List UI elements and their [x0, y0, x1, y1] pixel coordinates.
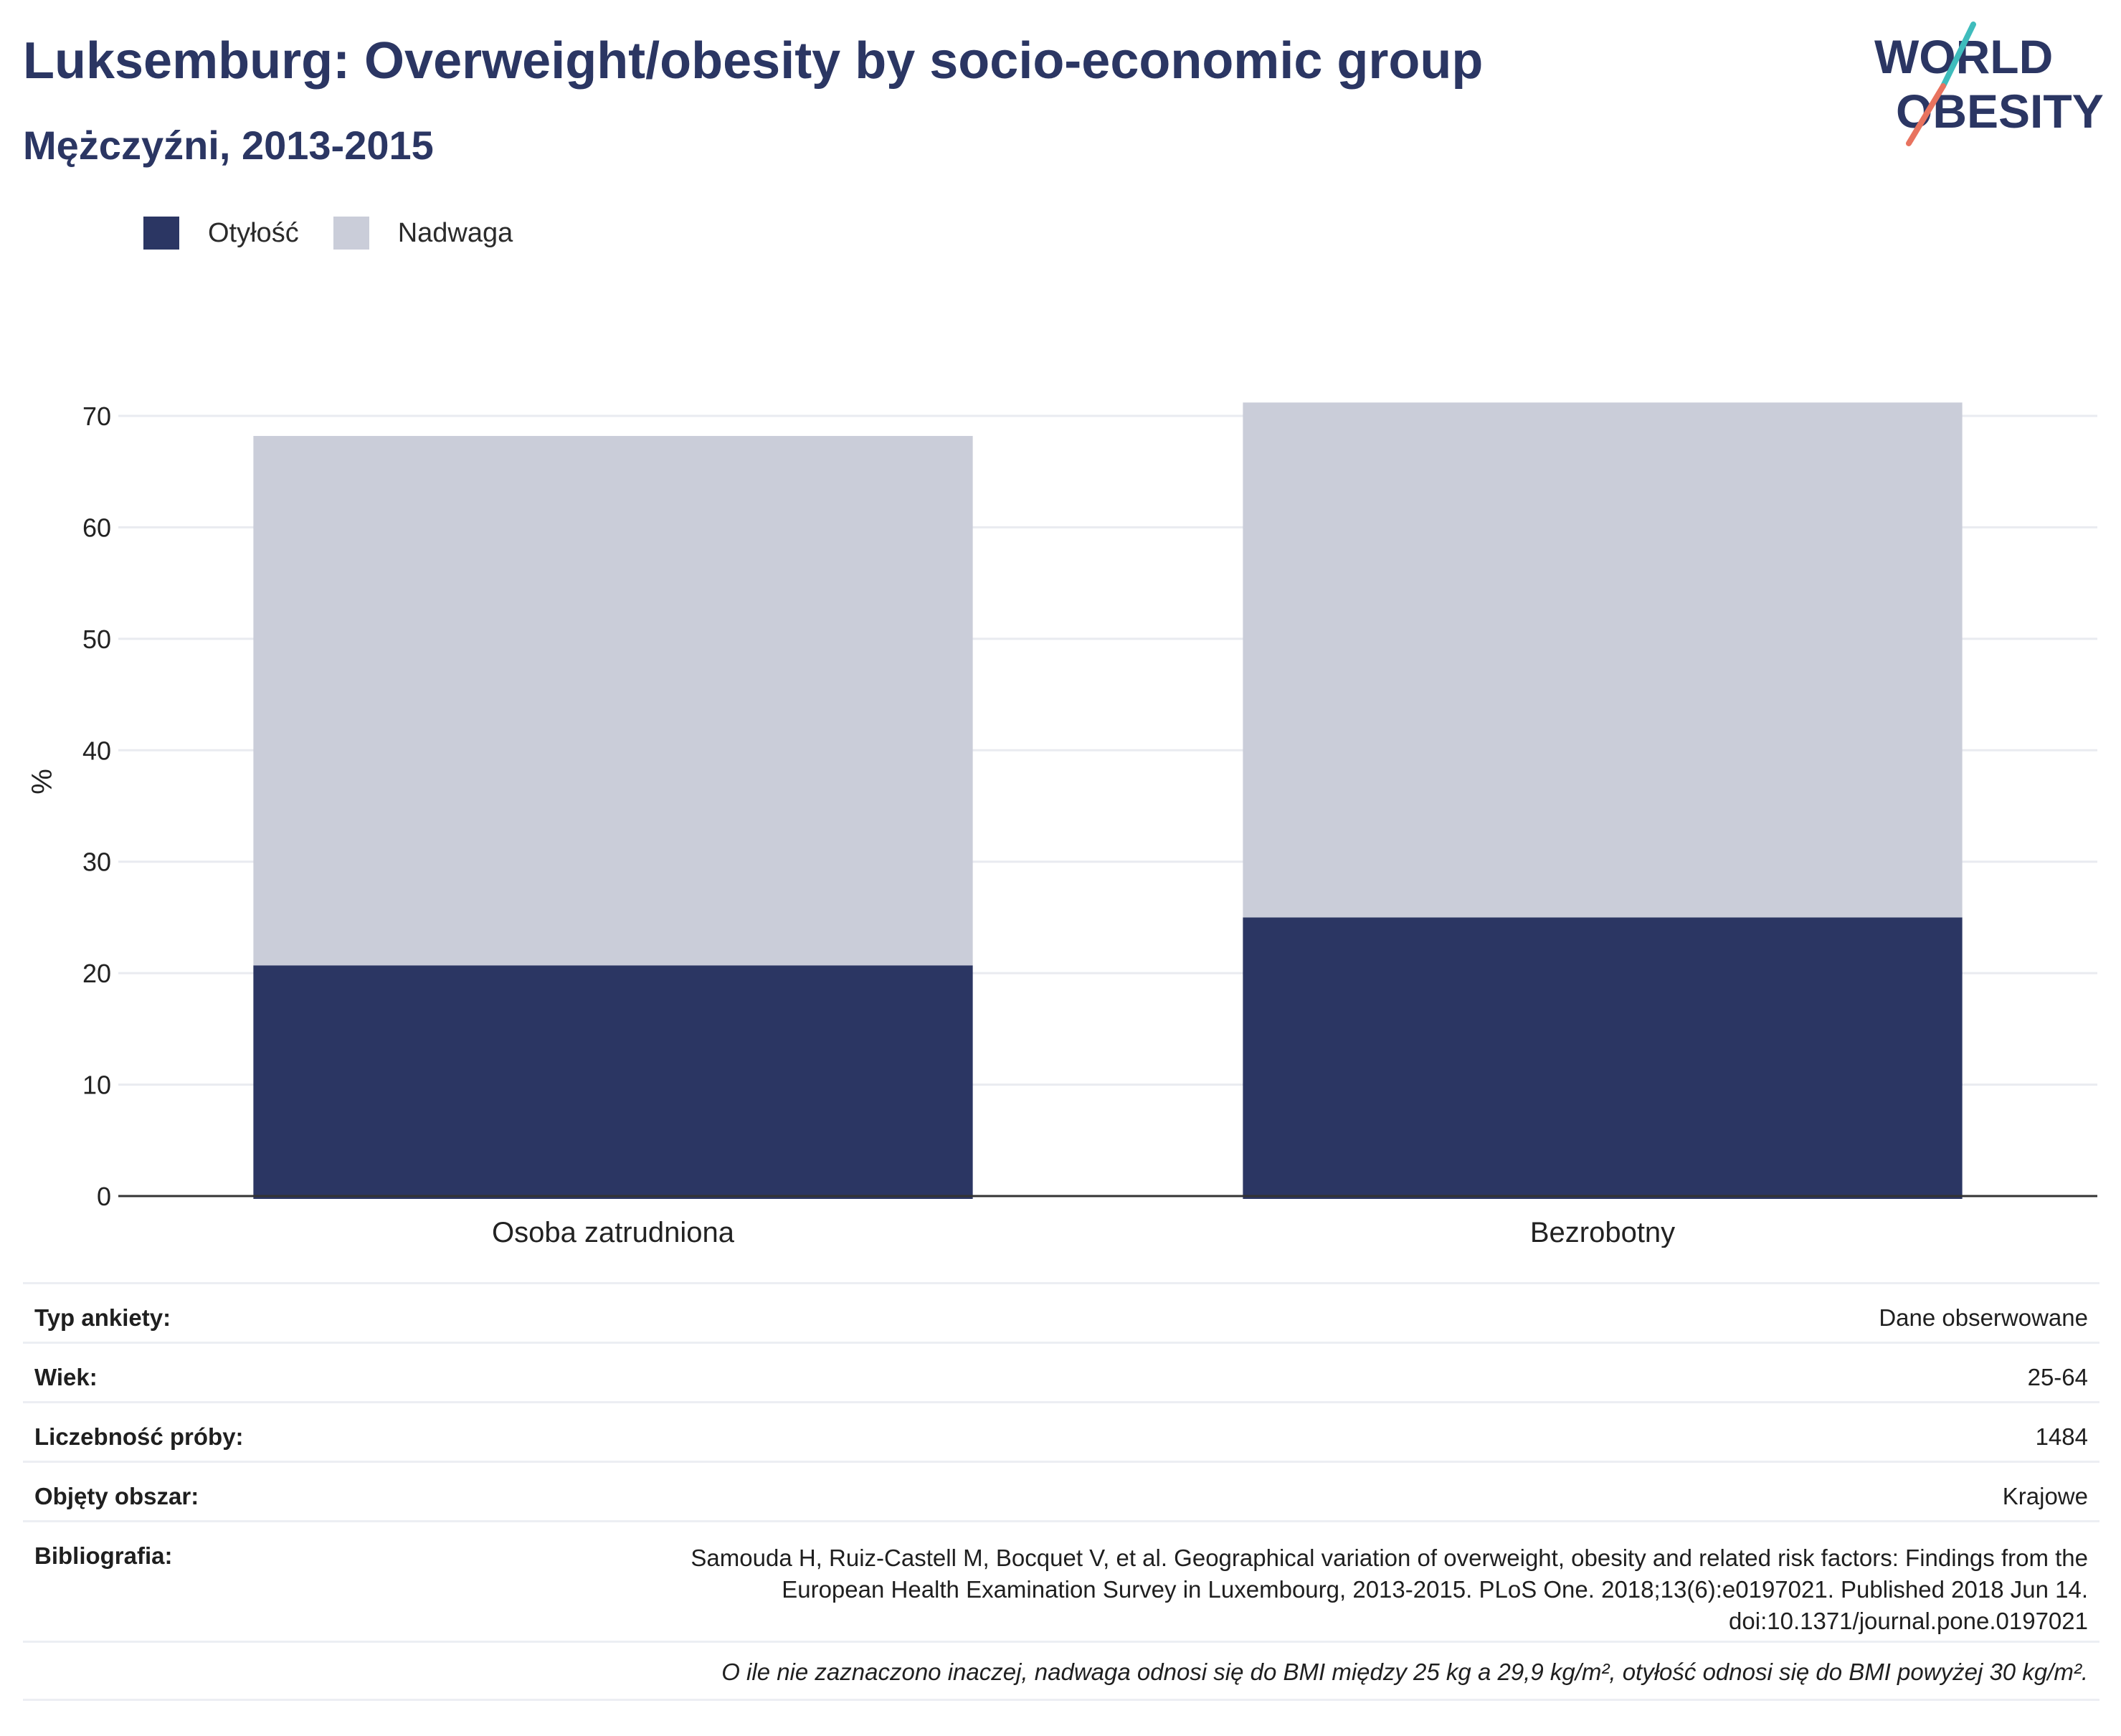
survey-info-table: Typ ankiety: Dane obserwowane Wiek: 25-6…	[23, 1282, 2099, 1701]
y-tick-label: 30	[82, 848, 111, 877]
info-value-bibliography: Samouda H, Ruiz-Castell M, Bocquet V, et…	[691, 1545, 2088, 1634]
legend-label-overweight: Nadwaga	[397, 217, 513, 248]
info-value-area: Krajowe	[2002, 1483, 2088, 1509]
world-obesity-logo: WORLD OBESITY	[1874, 22, 2104, 146]
info-value-age: 25-64	[2027, 1364, 2088, 1390]
stacked-bar-chart: 0 10 20 30 40 50 60 70% Osoba zatrudniona Bezrobo…	[27, 402, 2097, 1248]
legend-swatch-obesity	[143, 217, 179, 250]
bar-obesity	[253, 965, 973, 1199]
y-tick-label: 0	[97, 1182, 111, 1211]
info-label-sample-size: Liczebność próby:	[34, 1423, 244, 1450]
y-axis-label: %	[27, 769, 58, 795]
info-row-sample-size: Liczebność próby: 1484	[23, 1401, 2099, 1461]
info-row-survey-type: Typ ankiety: Dane obserwowane	[23, 1282, 2099, 1342]
y-tick-label: 70	[82, 402, 111, 431]
info-value-survey-type: Dane obserwowane	[1879, 1304, 2088, 1331]
info-row-age: Wiek: 25-64	[23, 1342, 2099, 1401]
legend-item-overweight: Nadwaga	[333, 217, 513, 250]
info-value-sample-size: 1484	[2035, 1423, 2088, 1450]
chart-title: Luksemburg: Overweight/obesity by socio-…	[23, 32, 1484, 90]
y-tick-label: 60	[82, 513, 111, 542]
chart-subtitle: Mężczyźni, 2013-2015	[23, 123, 434, 168]
bar-overweight	[253, 435, 973, 966]
info-row-bibliography: Bibliografia: Samouda H, Ruiz-Castell M,…	[23, 1520, 2099, 1641]
y-tick-label: 50	[82, 625, 111, 654]
y-tick-label: 40	[82, 736, 111, 765]
legend-item-obesity: Otyłość	[143, 217, 299, 250]
y-tick-label: 20	[82, 959, 111, 988]
x-tick-label: Osoba zatrudniona	[492, 1217, 735, 1248]
legend-label-obesity: Otyłość	[208, 217, 299, 248]
y-tick-label: 10	[82, 1071, 111, 1100]
info-row-area: Objęty obszar: Krajowe	[23, 1461, 2099, 1520]
definition-note: O ile nie zaznaczono inaczej, nadwaga od…	[23, 1641, 2099, 1701]
bar-obesity	[1243, 917, 1963, 1199]
info-label-survey-type: Typ ankiety:	[34, 1304, 171, 1331]
legend-swatch-overweight	[333, 217, 369, 250]
info-label-area: Objęty obszar:	[34, 1483, 199, 1509]
info-label-bibliography: Bibliografia:	[34, 1542, 173, 1569]
info-label-age: Wiek:	[34, 1364, 98, 1390]
bar-overweight	[1243, 402, 1963, 918]
logo-slash-top	[1940, 22, 1976, 89]
x-tick-label: Bezrobotny	[1530, 1217, 1675, 1248]
chart-legend: Otyłość Nadwaga	[143, 214, 547, 252]
logo-slash-bottom	[1906, 83, 1946, 146]
